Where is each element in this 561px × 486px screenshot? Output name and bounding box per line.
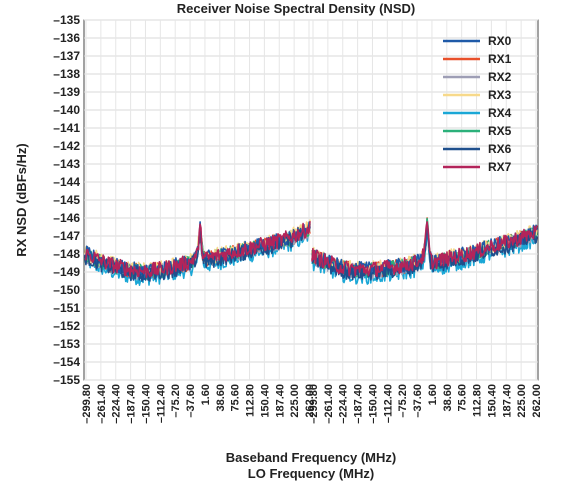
legend-label-rx7: RX7 — [488, 160, 512, 174]
y-tick-label: –143 — [53, 157, 80, 171]
y-tick-label: –150 — [53, 283, 80, 297]
y-tick-label: –142 — [53, 139, 80, 153]
y-tick-label: –140 — [53, 103, 80, 117]
legend-label-rx1: RX1 — [488, 52, 512, 66]
x-tick-label: 38.60 — [442, 384, 454, 412]
x-tick-label: –37.60 — [412, 384, 424, 418]
x-tick-label: 150.40 — [486, 384, 498, 418]
x-tick-label: –187.40 — [353, 384, 365, 424]
x-tick-label: 187.40 — [501, 384, 513, 418]
y-tick-label: –154 — [53, 355, 80, 369]
y-tick-label: –147 — [53, 229, 80, 243]
y-tick-label: –155 — [53, 373, 80, 387]
x-tick-label: –187.40 — [126, 384, 138, 424]
y-tick-label: –135 — [53, 13, 80, 27]
y-tick-label: –144 — [53, 175, 80, 189]
x-tick-label: 38.60 — [215, 384, 227, 412]
x-tick-label: –37.60 — [185, 384, 197, 418]
x-tick-label: –150.40 — [367, 384, 379, 424]
legend: RX0 RX1 RX2 RX3 RX4 RX5 RX6 RX7 — [443, 34, 512, 174]
x-tick-label: 75.60 — [457, 384, 469, 412]
x-axis-title: Baseband Frequency (MHz) — [226, 450, 396, 465]
x-axis-title-secondary: LO Frequency (MHz) — [248, 466, 374, 481]
y-tick-label: –149 — [53, 265, 80, 279]
x-tick-label: 262.00 — [304, 384, 316, 418]
x-tick-label: –150.40 — [140, 384, 152, 424]
y-tick-label: –152 — [53, 319, 80, 333]
y-tick-label: –145 — [53, 193, 80, 207]
legend-label-rx0: RX0 — [488, 34, 512, 48]
legend-label-rx3: RX3 — [488, 88, 512, 102]
y-tick-label: –138 — [53, 67, 80, 81]
x-tick-label: 112.80 — [245, 384, 257, 417]
x-tick-label: –112.40 — [155, 384, 167, 423]
x-tick-label: 1.60 — [427, 384, 439, 405]
x-tick-label: 187.40 — [274, 384, 286, 418]
series-line-rx7 — [84, 221, 311, 279]
x-tick-label: –224.40 — [338, 384, 350, 424]
x-tick-label: 225.00 — [289, 384, 301, 418]
noise-traces — [84, 217, 538, 287]
x-tick-label: –261.40 — [323, 384, 335, 424]
x-tick-label: 75.60 — [230, 384, 242, 412]
y-tick-label: –148 — [53, 247, 80, 261]
series-line-rx6 — [84, 226, 311, 282]
y-tick-label: –146 — [53, 211, 80, 225]
y-tick-label: –136 — [53, 31, 80, 45]
y-tick-label: –153 — [53, 337, 80, 351]
x-tick-label: –261.40 — [96, 384, 108, 424]
legend-label-rx5: RX5 — [488, 124, 512, 138]
x-tick-label: –299.80 — [81, 384, 93, 424]
y-tick-label: –137 — [53, 49, 80, 63]
x-tick-label: –299.80 — [308, 384, 320, 424]
x-tick-label: 225.00 — [516, 384, 528, 418]
series-line-rx7 — [311, 221, 538, 278]
y-axis-title: RX NSD (dBFs/Hz) — [14, 143, 29, 256]
x-tick-label: –112.40 — [382, 384, 394, 423]
x-tick-label: –75.20 — [397, 384, 409, 418]
x-tick-label: 150.40 — [259, 384, 271, 418]
y-tick-label: –139 — [53, 85, 80, 99]
chart-title: Receiver Noise Spectral Density (NSD) — [177, 1, 415, 16]
x-tick-labels: –299.80 –261.40 –224.40 –187.40 –150.40 –112.… — [81, 384, 543, 424]
x-tick-label: 112.80 — [472, 384, 484, 417]
legend-label-rx4: RX4 — [488, 106, 512, 120]
x-tick-label: 262.00 — [531, 384, 543, 418]
legend-label-rx6: RX6 — [488, 142, 512, 156]
x-tick-label: –224.40 — [111, 384, 123, 424]
y-tick-labels: –135 –136 –137 –138 –139 –140 –141 –142 –143 –144… — [53, 13, 80, 387]
legend-label-rx2: RX2 — [488, 70, 512, 84]
y-tick-label: –151 — [53, 301, 80, 315]
series-line-rx0 — [84, 221, 311, 280]
y-tick-label: –141 — [53, 121, 80, 135]
x-tick-label: –75.20 — [170, 384, 182, 418]
grid — [84, 19, 538, 381]
x-tick-label: 1.60 — [200, 384, 212, 405]
